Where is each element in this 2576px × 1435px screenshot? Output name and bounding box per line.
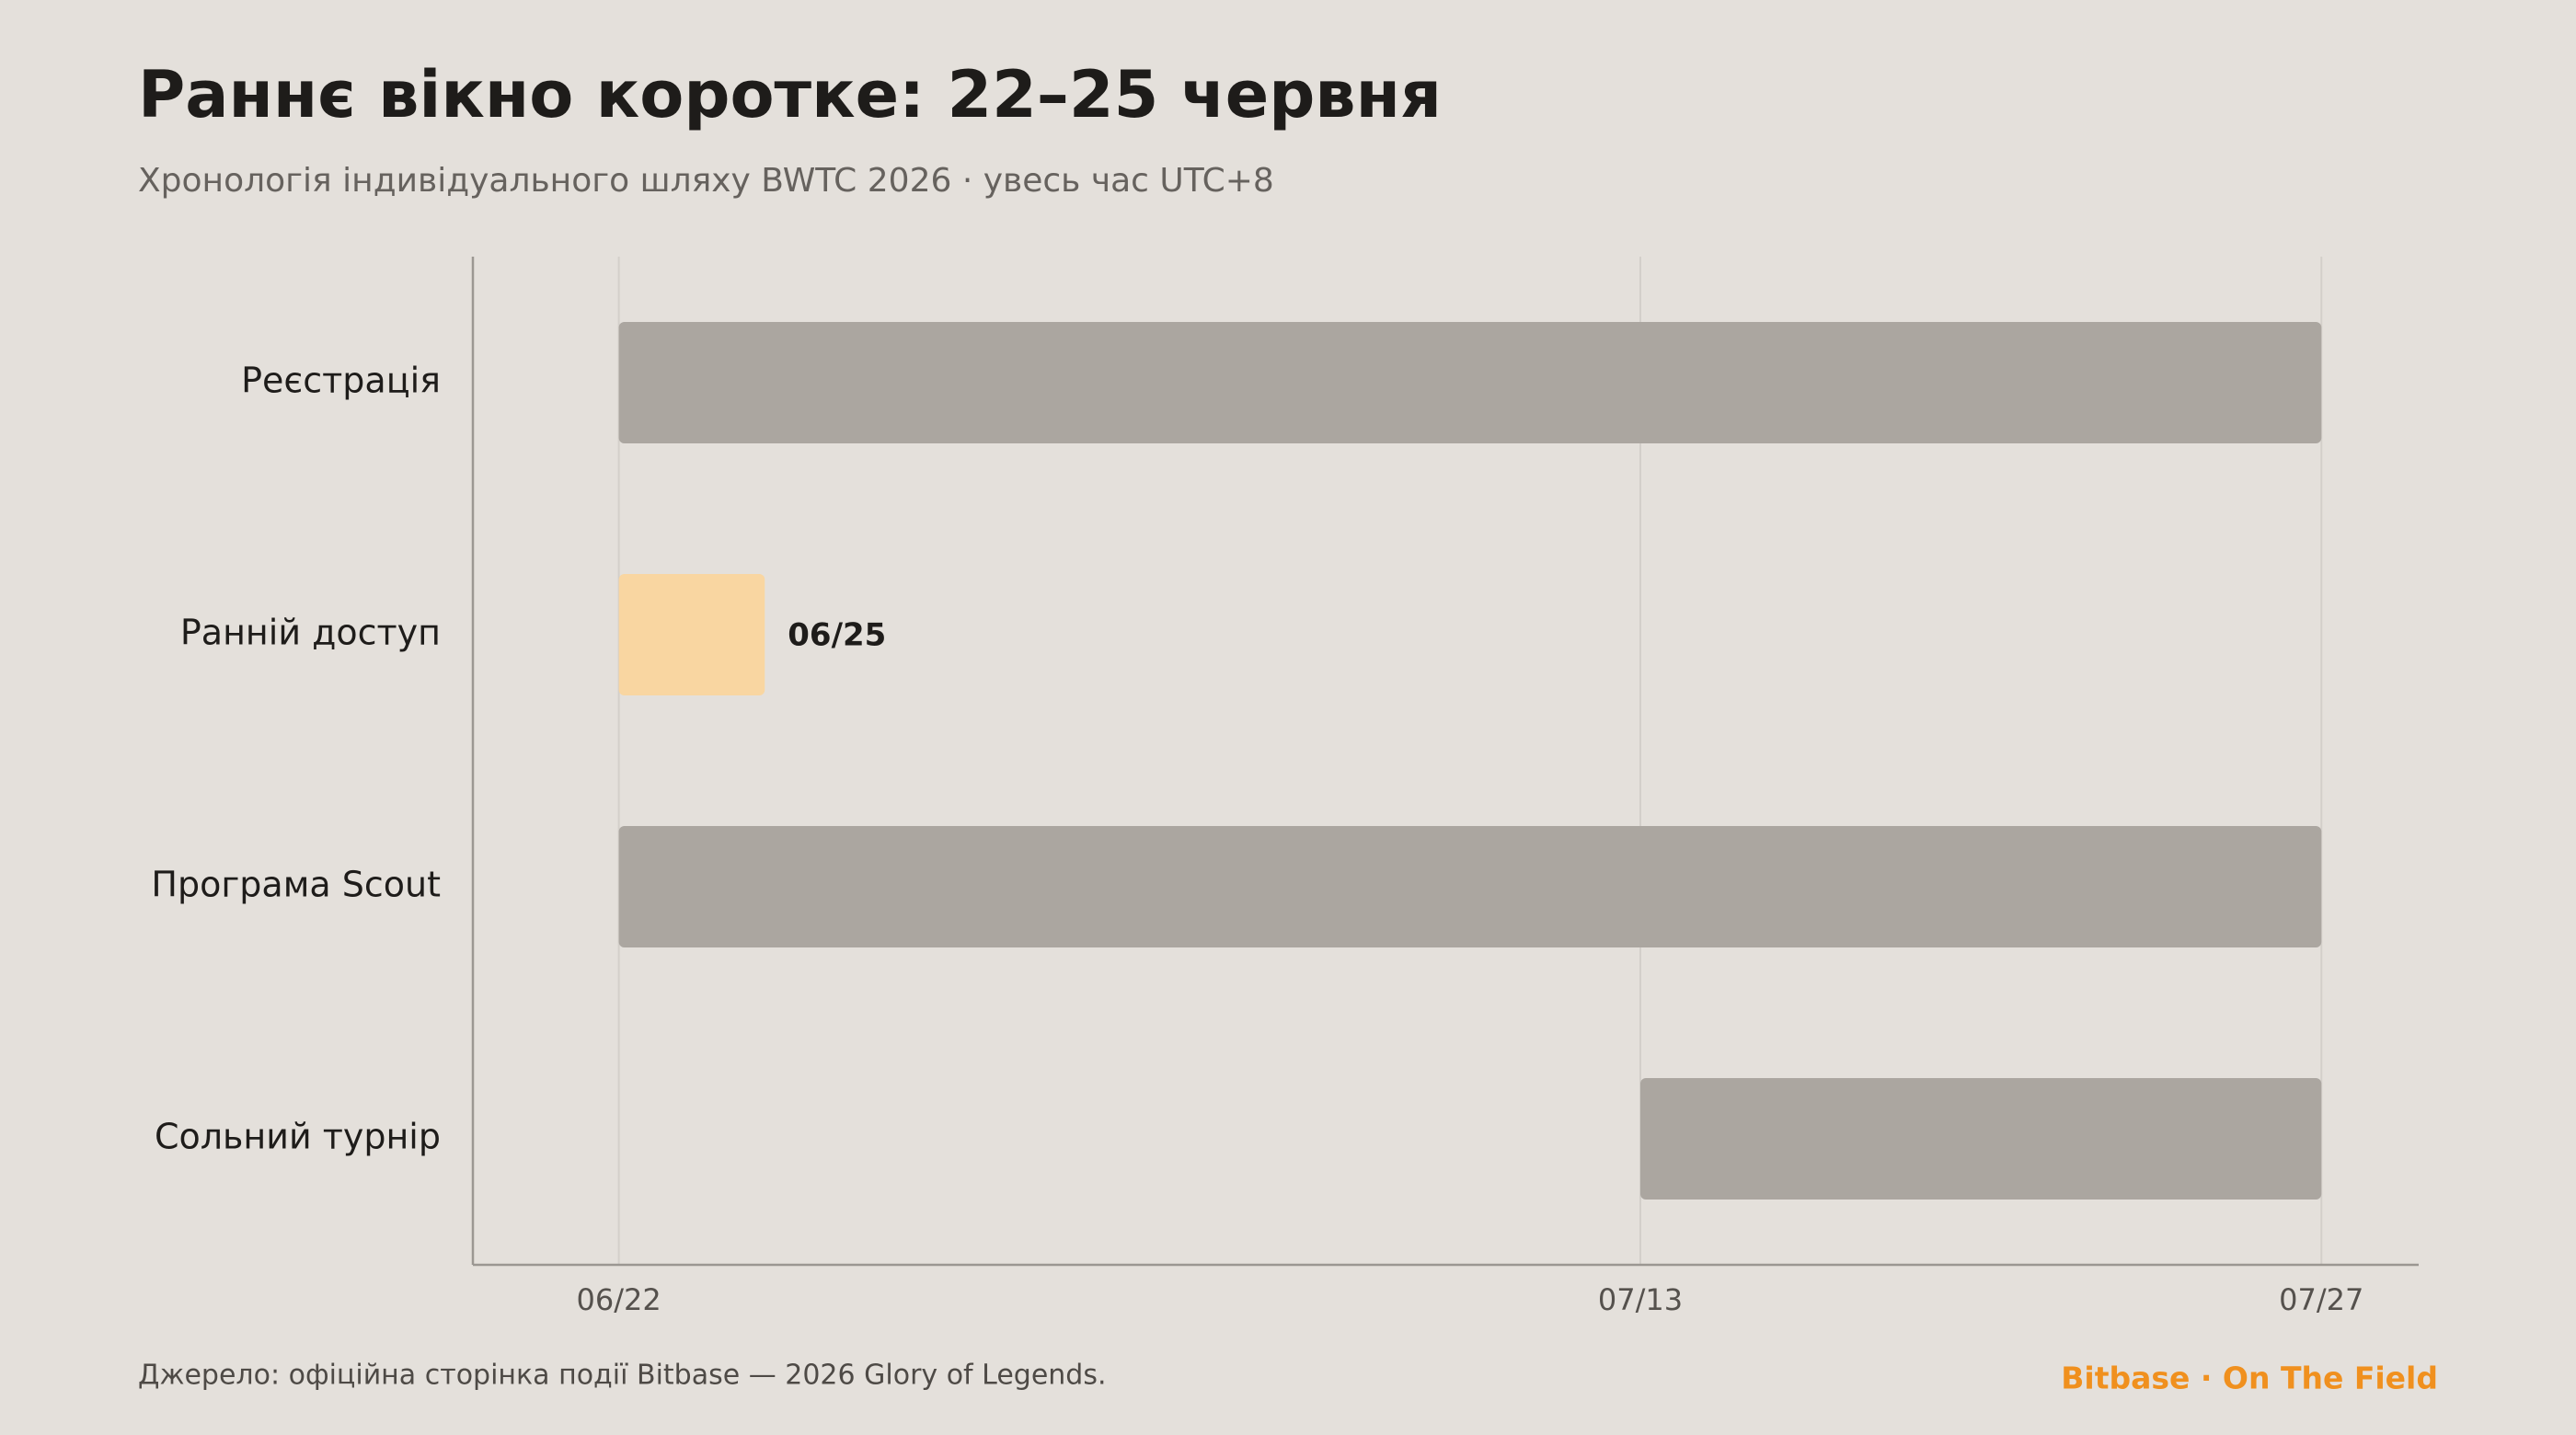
bar [1640,1078,2322,1200]
y-tick-label: Реєстрація [241,361,441,401]
y-tick-label: Програма Scout [151,865,441,905]
x-tick-label: 07/13 [1598,1282,1683,1317]
source-note: Джерело: офіційна сторінка події Bitbase… [138,1360,1107,1392]
chart-subtitle: Хронологія індивідуального шляху BWTC 20… [138,162,1274,200]
bar [618,574,765,695]
x-tick-label: 06/22 [577,1282,661,1317]
brand: Bitbase · On The Field [2061,1360,2438,1396]
y-tick-label: Ранній доступ [180,613,441,653]
x-tick-label: 07/27 [2279,1282,2363,1317]
chart-title: Раннє вікно коротке: 22–25 червня [138,57,1442,132]
bar [618,322,2322,443]
y-tick-label: Сольний турнір [155,1117,441,1157]
bar [618,826,2322,947]
value-label: 06/25 [788,617,886,654]
